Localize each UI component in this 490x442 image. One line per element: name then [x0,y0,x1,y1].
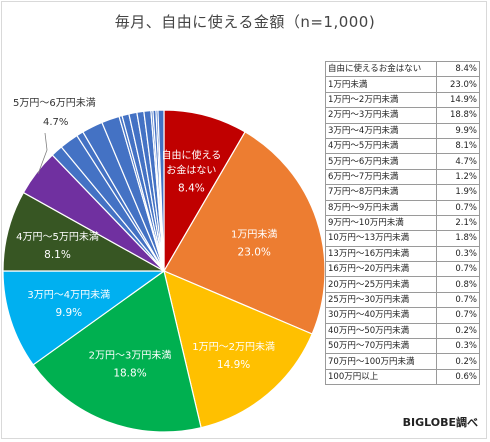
table-category-cell: 1万円未満 [325,76,437,93]
table-category-cell: 25万円～30万円未満 [325,291,437,309]
table-row: 2万円～3万円未満 18.8% [325,107,480,124]
table-value-cell: 9.9% [436,122,480,139]
table-category-cell: 30万円～40万円未満 [325,307,437,324]
table-category-cell: 10万円～13万円未満 [325,230,437,247]
pie-label-5: 4万円～5万円未満 [16,231,99,243]
pie-slice-0 [163,109,246,274]
table-value-cell: 14.9% [436,91,480,109]
pie-value-2: 14.9% [217,359,250,371]
pie-slice-4 [2,270,166,366]
table-row: 50万円～70万円未満 0.3% [325,338,480,355]
table-category-cell: 16万円～20万円未満 [325,261,437,278]
pie-label-1: 1万円未満 [231,229,277,241]
table-row: 自由に使えるお金はない 8.4% [325,60,480,78]
table-category-cell: 7万円～8万円未満 [325,184,437,201]
source-note: BIGLOBE調べ [402,416,478,429]
table-row: 10万円～13万円未満 1.8% [325,230,480,247]
pie-label-2: 1万円～2万円未満 [192,341,275,353]
pie-slice-3 [32,269,202,433]
table-value-cell: 18.8% [436,107,480,124]
table-category-cell: 自由に使えるお金はない [325,60,437,78]
table-row: 40万円～50万円未満 0.2% [325,322,480,340]
pie-value-5: 8.1% [44,249,71,261]
pie-leader-line-6 [37,132,48,175]
table-category-cell: 5万円～6万円未満 [325,153,437,170]
pie-value-0: 8.4% [178,183,205,195]
pie-value-1: 23.0% [238,247,271,259]
table-row: 7万円～8万円未満 1.9% [325,184,480,201]
table-category-cell: 100万円以上 [325,368,437,386]
pie-value-6: 4.7% [43,117,68,128]
table-value-cell: 0.2% [436,322,480,340]
pie-slice-1 [163,131,326,335]
table-row: 13万円～16万円未満 0.3% [325,245,480,263]
table-row: 1万円～2万円未満 14.9% [325,91,480,109]
table-category-cell: 9万円～10万円未満 [325,214,437,232]
table-value-cell: 1.9% [436,184,480,201]
table-value-cell: 1.2% [436,168,480,186]
table-value-cell: 8.1% [436,137,480,155]
pie-label-6: 5万円～6万円未満 [13,97,96,109]
table-value-cell: 0.7% [436,307,480,324]
pie-slice-20 [157,109,165,272]
pie-label-3: 2万円～3万円未満 [89,349,172,361]
table-value-cell: 0.7% [436,261,480,278]
table-row: 8万円～9万円未満 0.7% [325,199,480,216]
table-value-cell: 0.8% [436,276,480,293]
pie-label-4: 3万円～4万円未満 [27,289,110,301]
table-value-cell: 0.3% [436,338,480,355]
pie-slice-2 [163,269,313,429]
data-table: 自由に使えるお金はない 8.4% 1万円未満 23.0% 1万円～2万円未満 14.9% 2… [325,60,480,386]
table-row: 16万円～20万円未満 0.7% [325,261,480,278]
chart-title: 毎月、自由に使える金額（n=1,000) [114,13,376,31]
table-row: 30万円～40万円未満 0.7% [325,307,480,324]
table-row: 70万円～100万円未満 0.2% [325,353,480,370]
table-value-cell: 0.3% [436,245,480,263]
table-value-cell: 1.8% [436,230,480,247]
table-value-cell: 23.0% [436,76,480,93]
table-row: 25万円～30万円未満 0.7% [325,291,480,309]
table-value-cell: 2.1% [436,214,480,232]
table-category-cell: 20万円～25万円未満 [325,276,437,293]
table-row: 6万円～7万円未満 1.2% [325,168,480,186]
table-category-cell: 4万円～5万円未満 [325,137,437,155]
table-row: 5万円～6万円未満 4.7% [325,153,480,170]
table-value-cell: 0.2% [436,353,480,370]
table-row: 1万円未満 23.0% [325,76,480,93]
table-category-cell: 8万円～9万円未満 [325,199,437,216]
pie-value-4: 9.9% [55,307,82,319]
table-row: 20万円～25万円未満 0.8% [325,276,480,293]
table-row: 100万円以上 0.6% [325,368,480,386]
table-value-cell: 0.7% [436,199,480,216]
pie-value-3: 18.8% [113,367,146,379]
table-value-cell: 0.7% [436,291,480,309]
table-category-cell: 13万円～16万円未満 [325,245,437,263]
table-category-cell: 6万円～7万円未満 [325,168,437,186]
table-value-cell: 0.6% [436,368,480,386]
table-category-cell: 2万円～3万円未満 [325,107,437,124]
pie-label-0: 自由に使える [162,149,222,162]
table-category-cell: 40万円～50万円未満 [325,322,437,340]
table-value-cell: 4.7% [436,153,480,170]
table-category-cell: 50万円～70万円未満 [325,338,437,355]
table-row: 4万円～5万円未満 8.1% [325,137,480,155]
table-category-cell: 1万円～2万円未満 [325,91,437,109]
table-row: 3万円～4万円未満 9.9% [325,122,480,139]
table-value-cell: 8.4% [436,60,480,78]
table-row: 9万円～10万円未満 2.1% [325,214,480,232]
pie-label-0: お金はない [166,164,216,177]
table-category-cell: 3万円～4万円未満 [325,122,437,139]
table-category-cell: 70万円～100万円未満 [325,353,437,370]
